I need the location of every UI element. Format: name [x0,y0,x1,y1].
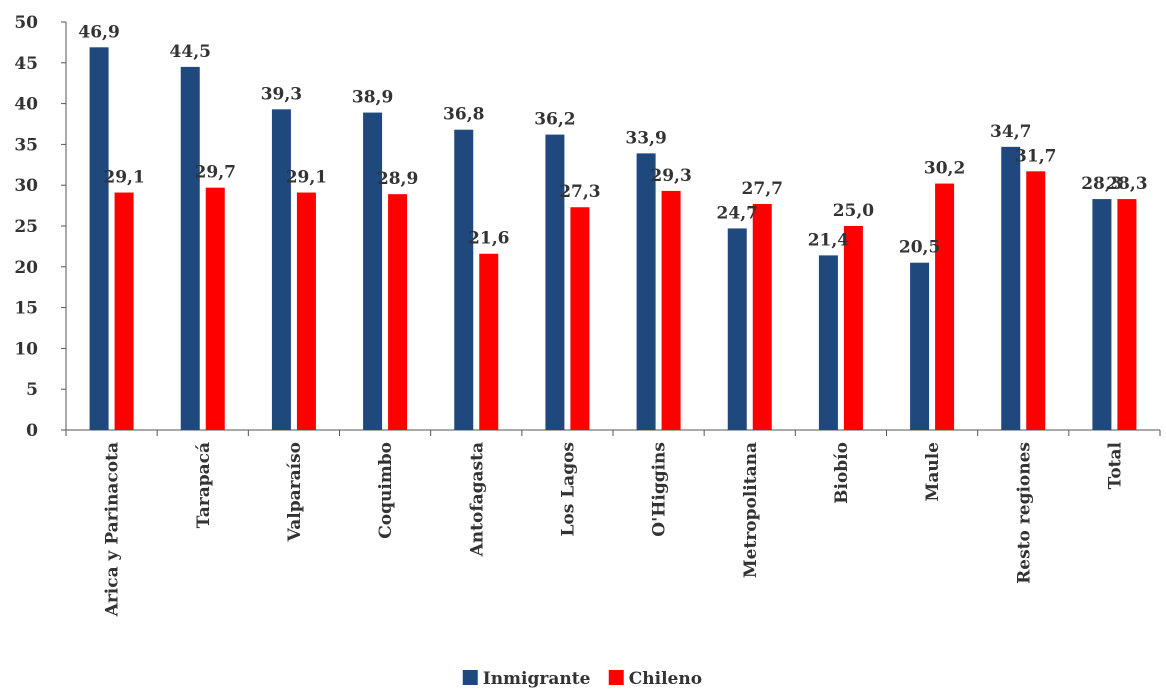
bar-inmigrante [818,255,838,430]
data-label-inmigrante: 33,9 [625,128,666,148]
data-label-chileno: 27,3 [559,182,600,202]
data-label-chileno: 29,7 [195,163,236,183]
bar-chileno [935,183,955,430]
x-category-label: Los Lagos [558,442,578,537]
bar-chileno [1026,171,1046,430]
y-tick-label: 20 [14,258,38,278]
data-label-inmigrante: 44,5 [170,42,211,62]
data-label-inmigrante: 20,5 [899,238,940,258]
data-label-inmigrante: 46,9 [78,22,119,42]
data-label-inmigrante: 38,9 [352,88,393,108]
bar-chileno [388,194,408,430]
x-category-label: Total [1105,441,1125,489]
y-tick-label: 25 [14,217,38,237]
bar-inmigrante [454,129,474,430]
data-label-chileno: 28,9 [377,169,418,189]
legend: Inmigrante Chileno [462,669,702,689]
bar-inmigrante [545,134,565,430]
legend-label-chileno: Chileno [629,669,702,689]
x-category-label: Coquimbo [376,442,396,539]
y-tick-label: 45 [14,54,38,74]
data-label-chileno: 31,7 [1015,146,1056,166]
bar-chileno [1117,199,1137,430]
bar-inmigrante [89,47,109,431]
x-category-label: Valparaíso [285,442,305,542]
x-category-label: Tarapacá [194,442,214,528]
legend-swatch-inmigrante [462,670,478,685]
x-category-label: Arica y Parinacota [103,442,123,617]
data-label-chileno: 30,2 [924,159,965,179]
bar-chileno [752,203,772,430]
bar-chileno [661,190,681,430]
legend-swatch-chileno [608,670,624,685]
x-category-label: Biobío [832,442,852,504]
bar-chileno [479,253,499,430]
data-label-inmigrante: 34,7 [990,122,1031,142]
y-tick-label: 5 [26,380,38,400]
bar-chileno [296,192,316,430]
data-label-inmigrante: 28,3 [1081,174,1122,194]
bar-inmigrante [271,109,291,430]
data-label-inmigrante: 24,7 [717,203,758,223]
bar-inmigrante [636,153,656,430]
bar-chileno [843,226,863,430]
data-labels: 46,9 44,5 39,3 38,9 36,8 36,2 33,9 24,7 21,4 20,5… [78,22,1147,257]
legend-label-inmigrante: Inmigrante [483,669,591,689]
data-label-chileno: 21,6 [468,229,509,249]
data-label-inmigrante: 36,2 [534,110,575,130]
bars [89,47,1137,431]
x-category-label: Antofagasta [467,442,487,557]
y-tick-label: 50 [14,13,38,33]
data-label-chileno: 29,1 [103,168,144,188]
y-axis: 0 5 10 15 20 25 30 35 40 45 50 [14,13,67,441]
bar-inmigrante [363,112,383,431]
x-axis: Arica y Parinacota Tarapacá Valparaíso Coqu… [65,429,1161,617]
y-tick-label: 0 [26,421,38,441]
bar-inmigrante [180,66,200,430]
bar-inmigrante [1092,199,1112,430]
y-tick-label: 40 [14,95,38,115]
x-category-label: Resto regiones [1014,442,1034,584]
bar-chileno [205,187,225,430]
data-label-chileno: 29,3 [650,166,691,186]
data-label-chileno: 27,7 [742,179,783,199]
data-label-chileno: 29,1 [286,168,327,188]
data-label-chileno: 25,0 [833,201,875,221]
data-label-inmigrante: 21,4 [808,230,850,250]
y-tick-label: 15 [14,299,38,319]
bar-inmigrante [727,228,747,430]
data-label-inmigrante: 36,8 [443,105,484,125]
bar-chileno [570,207,590,430]
y-tick-label: 35 [14,135,38,155]
bar-inmigrante [1001,146,1021,430]
y-tick-label: 30 [14,176,38,196]
bar-chileno [114,192,134,430]
data-label-chileno: 28,3 [1106,174,1147,194]
bar-inmigrante [910,262,930,430]
x-category-label: O'Higgins [650,442,670,537]
x-category-label: Metropolitana [741,442,761,578]
x-category-label: Maule [923,442,943,502]
data-label-inmigrante: 39,3 [261,84,302,104]
y-tick-label: 10 [14,339,38,359]
